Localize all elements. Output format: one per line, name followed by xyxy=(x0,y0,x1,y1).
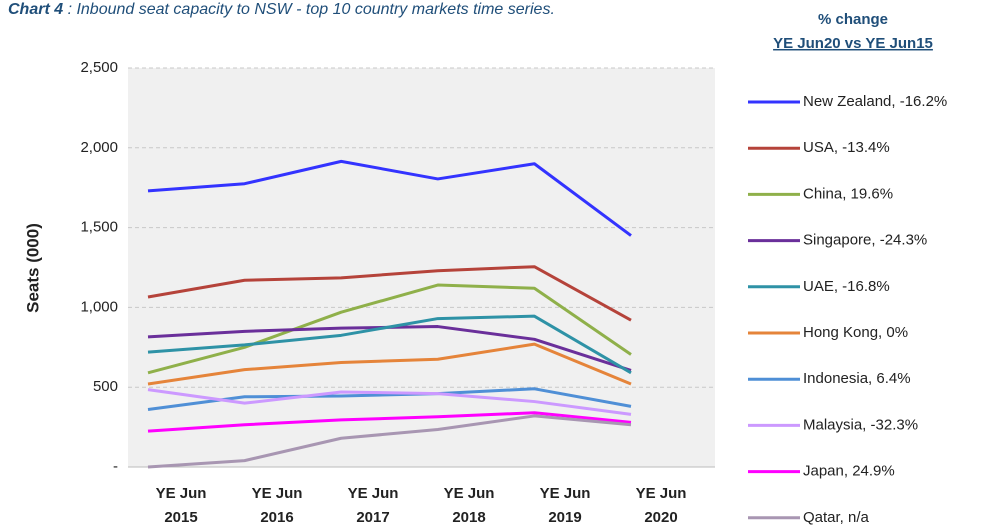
legend-label: New Zealand, -16.2% xyxy=(803,93,947,110)
x-tick-label: 2020 xyxy=(644,509,677,526)
series-line xyxy=(147,159,632,237)
legend-label: Singapore, -24.3% xyxy=(803,232,927,249)
x-tick-label: YE Jun xyxy=(636,485,687,502)
series-line xyxy=(147,388,632,416)
series-line xyxy=(147,314,632,375)
x-tick-label: 2015 xyxy=(164,509,197,526)
legend-subtitle: YE Jun20 vs YE Jun15 xyxy=(773,35,933,52)
legend-label: China, 19.6% xyxy=(803,185,893,202)
legend-label: Japan, 24.9% xyxy=(803,463,895,480)
series-line xyxy=(147,265,632,322)
x-tick-label: 2017 xyxy=(356,509,389,526)
x-tick-label: YE Jun xyxy=(444,485,495,502)
y-axis-label: Seats (000) xyxy=(23,223,42,313)
x-tick-label: YE Jun xyxy=(540,485,591,502)
series-line xyxy=(147,283,632,375)
legend-label: Qatar, n/a xyxy=(803,509,870,526)
y-tick-label: 2,000 xyxy=(80,139,118,156)
legend-label: Indonesia, 6.4% xyxy=(803,370,911,387)
title-lead: Chart 4 xyxy=(8,1,63,18)
legend-title: % change xyxy=(818,11,888,28)
legend-label: Hong Kong, 0% xyxy=(803,324,908,341)
x-tick-label: YE Jun xyxy=(348,485,399,502)
y-tick-label: 2,500 xyxy=(80,59,118,76)
y-tick-label: 1,500 xyxy=(80,219,118,236)
series-line xyxy=(147,411,632,433)
y-tick-label: 1,000 xyxy=(80,298,118,315)
legend-label: UAE, -16.8% xyxy=(803,278,890,295)
plot-area xyxy=(128,68,715,467)
series-line xyxy=(147,414,632,469)
x-tick-label: YE Jun xyxy=(252,485,303,502)
x-tick-label: 2019 xyxy=(548,509,581,526)
title-text: : Inbound seat capacity to NSW - top 10 … xyxy=(63,1,555,18)
series-line xyxy=(147,342,632,386)
legend-label: Malaysia, -32.3% xyxy=(803,416,918,433)
y-tick-label: - xyxy=(113,458,118,475)
legend-label: USA, -13.4% xyxy=(803,139,890,156)
y-tick-label: 500 xyxy=(93,378,118,395)
chart-title: Chart 4 : Inbound seat capacity to NSW -… xyxy=(8,1,555,18)
series-line xyxy=(147,387,632,412)
x-tick-label: YE Jun xyxy=(156,485,207,502)
x-tick-label: 2018 xyxy=(452,509,485,526)
x-tick-label: 2016 xyxy=(260,509,293,526)
